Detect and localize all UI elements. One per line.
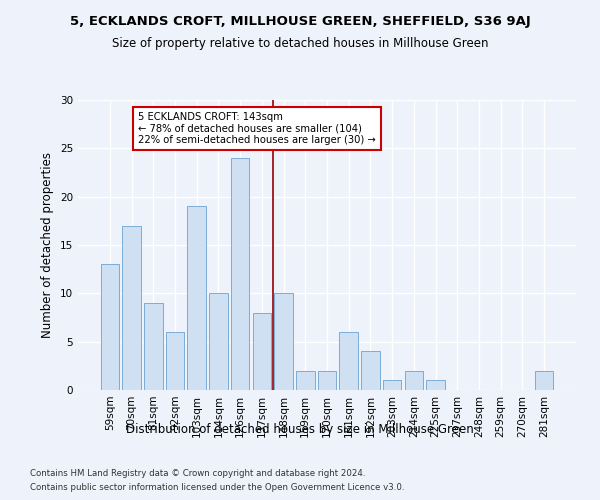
Bar: [404, 370, 423, 390]
Text: Distribution of detached houses by size in Millhouse Green: Distribution of detached houses by size …: [126, 422, 474, 436]
Text: 5 ECKLANDS CROFT: 143sqm
← 78% of detached houses are smaller (104)
22% of semi-: 5 ECKLANDS CROFT: 143sqm ← 78% of detach…: [138, 112, 376, 145]
Bar: [340, 332, 358, 390]
Bar: [209, 294, 227, 390]
Bar: [231, 158, 250, 390]
Bar: [274, 294, 293, 390]
Text: Size of property relative to detached houses in Millhouse Green: Size of property relative to detached ho…: [112, 38, 488, 51]
Bar: [101, 264, 119, 390]
Bar: [187, 206, 206, 390]
Bar: [318, 370, 336, 390]
Text: Contains HM Land Registry data © Crown copyright and database right 2024.: Contains HM Land Registry data © Crown c…: [30, 468, 365, 477]
Bar: [535, 370, 553, 390]
Bar: [122, 226, 141, 390]
Bar: [144, 303, 163, 390]
Bar: [361, 352, 380, 390]
Text: Contains public sector information licensed under the Open Government Licence v3: Contains public sector information licen…: [30, 484, 404, 492]
Bar: [166, 332, 184, 390]
Bar: [296, 370, 314, 390]
Bar: [427, 380, 445, 390]
Y-axis label: Number of detached properties: Number of detached properties: [41, 152, 55, 338]
Bar: [253, 312, 271, 390]
Text: 5, ECKLANDS CROFT, MILLHOUSE GREEN, SHEFFIELD, S36 9AJ: 5, ECKLANDS CROFT, MILLHOUSE GREEN, SHEF…: [70, 15, 530, 28]
Bar: [383, 380, 401, 390]
